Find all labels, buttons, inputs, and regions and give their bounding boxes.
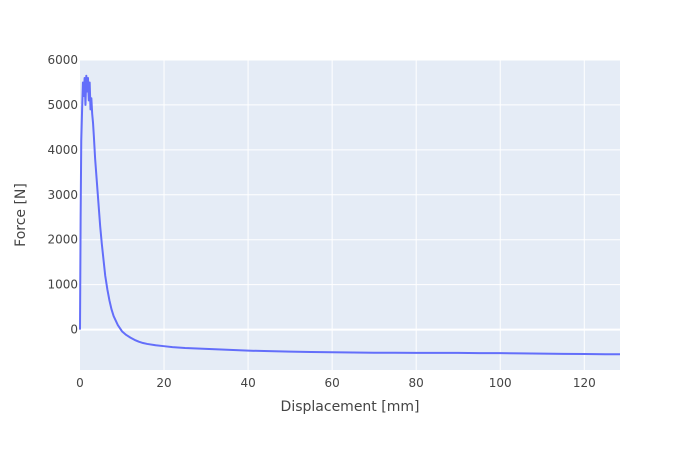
x-tick-label: 20 <box>156 376 171 390</box>
y-tick-label: 2000 <box>47 233 78 247</box>
y-axis-ticks: 0 1000 2000 3000 4000 5000 6000 <box>47 53 78 337</box>
y-tick-label: 1000 <box>47 278 78 292</box>
x-tick-label: 60 <box>324 376 339 390</box>
x-axis-ticks: 0 20 40 60 80 100 120 <box>76 376 596 390</box>
x-tick-label: 120 <box>573 376 596 390</box>
x-tick-label: 0 <box>76 376 84 390</box>
plot-area <box>80 60 620 370</box>
x-tick-label: 80 <box>409 376 424 390</box>
y-tick-label: 0 <box>70 323 78 337</box>
y-tick-label: 3000 <box>47 188 78 202</box>
x-tick-label: 100 <box>489 376 512 390</box>
y-axis-title: Force [N] <box>13 183 29 247</box>
x-axis-title: Displacement [mm] <box>281 399 420 415</box>
y-tick-label: 5000 <box>47 98 78 112</box>
grid-lines <box>80 59 620 370</box>
x-tick-label: 40 <box>240 376 255 390</box>
y-tick-label: 6000 <box>47 53 78 67</box>
series-line <box>79 74 620 356</box>
y-tick-label: 4000 <box>47 143 78 157</box>
series-layer <box>79 74 620 356</box>
